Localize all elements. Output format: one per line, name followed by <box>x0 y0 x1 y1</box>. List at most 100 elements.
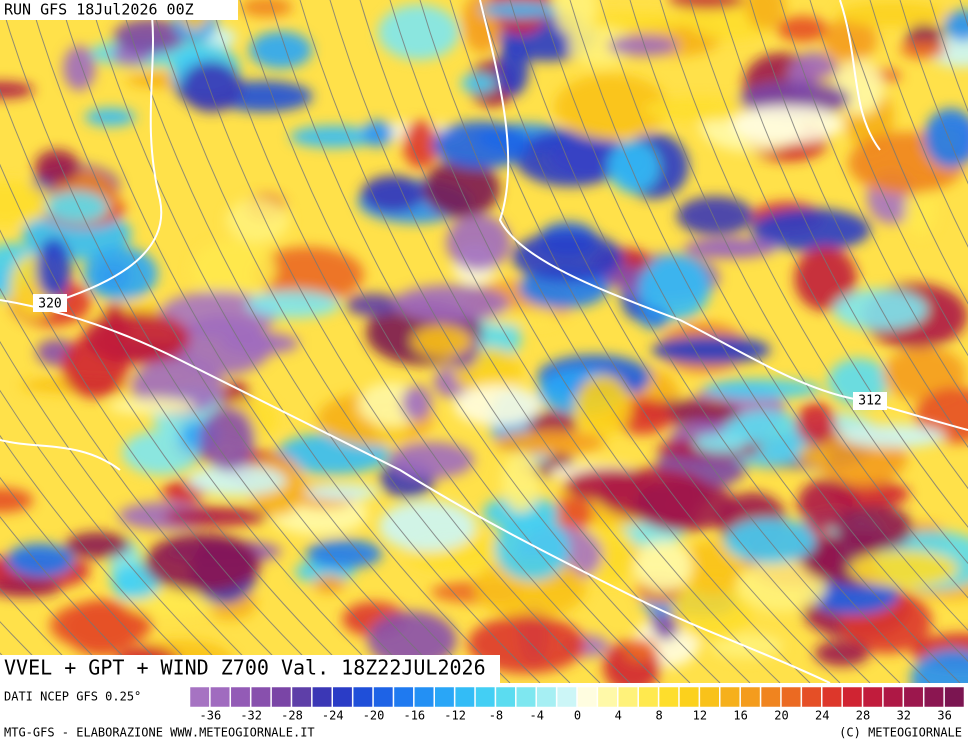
colorbar-tick-label: 0 <box>574 709 581 723</box>
label-box <box>853 392 887 410</box>
field-blob <box>643 97 754 122</box>
field-blob <box>494 429 605 456</box>
field-blob <box>848 550 958 588</box>
field-blob <box>289 125 378 148</box>
field-blob <box>676 196 754 236</box>
streamline <box>0 476 181 683</box>
colorbar-swatch <box>332 686 353 708</box>
streamline <box>509 0 931 683</box>
colorbar-tick-label: -24 <box>322 709 344 723</box>
field-blob <box>226 197 290 243</box>
field-blob <box>6 542 75 578</box>
field-blob <box>82 312 191 364</box>
streamline <box>689 0 968 528</box>
streamline <box>0 340 271 683</box>
field-blob <box>62 45 96 91</box>
field-blob <box>388 441 475 479</box>
field-blob <box>607 35 679 57</box>
field-blob <box>794 246 857 311</box>
field-blob <box>883 346 966 402</box>
colorbar-swatch <box>618 686 638 708</box>
run-label: RUN GFS 18Jul2026 00Z <box>4 1 194 19</box>
field-blob <box>63 599 139 657</box>
field-blob <box>460 73 497 94</box>
field-blob <box>683 237 777 259</box>
field-blob <box>501 451 541 513</box>
streamline <box>179 0 601 683</box>
field-blob <box>638 254 711 321</box>
field-blob <box>446 214 511 271</box>
colorbar-swatch <box>760 686 781 708</box>
colorbar-swatch <box>230 686 251 708</box>
field-blob <box>113 18 187 54</box>
colorbar-tick-label: -4 <box>529 709 543 723</box>
field-blob <box>723 518 817 564</box>
streamline <box>119 0 541 683</box>
field-blob <box>751 208 871 252</box>
streamline <box>419 0 841 683</box>
field-blob <box>693 433 748 454</box>
streamline <box>719 0 968 490</box>
streamline <box>449 0 871 683</box>
colorbar-tick-label: -12 <box>444 709 466 723</box>
map-title: VVEL + GPT + WIND Z700 Val. 18Z22JUL2026 <box>4 656 486 680</box>
field-blob <box>432 120 530 170</box>
colorbar-swatch <box>189 686 210 708</box>
field-blob <box>362 120 394 148</box>
contour-label-1: 320 <box>33 294 67 312</box>
colorbar-swatch <box>250 686 271 708</box>
field-blob <box>551 496 594 530</box>
field-blob <box>191 240 277 299</box>
streamline <box>0 0 421 683</box>
field-blob <box>943 9 968 42</box>
colorbar-swatch <box>556 686 577 708</box>
field-blob <box>924 108 968 169</box>
field-blob <box>837 1 949 28</box>
colorbar-swatch <box>434 686 455 708</box>
footer-left: MTG-GFS - ELABORAZIONE WWW.METEOGIORNALE… <box>4 726 315 740</box>
field-blob <box>187 464 287 496</box>
contour <box>59 0 163 301</box>
streamline <box>0 88 391 683</box>
field-blob <box>814 640 870 667</box>
colorbar-swatch <box>862 686 883 708</box>
field-blob <box>795 402 836 444</box>
field-blob <box>0 81 35 99</box>
field-blob <box>84 107 137 127</box>
contour-label: 312 <box>858 394 881 409</box>
field-blob <box>378 4 460 60</box>
field-blob <box>367 611 457 669</box>
colorbar-swatch <box>801 686 822 708</box>
field-blob <box>361 175 425 213</box>
colorbar-swatch <box>210 686 231 708</box>
colorbar-swatch <box>821 686 842 708</box>
colorbar-tick-label: 12 <box>693 709 707 723</box>
contour-label: 320 <box>38 297 61 312</box>
field-blob <box>574 375 632 437</box>
field-blob <box>514 129 626 187</box>
field-blob <box>0 180 55 225</box>
field-blob <box>651 335 771 365</box>
streamline <box>869 0 968 248</box>
streamline <box>299 0 721 683</box>
streamline <box>629 0 968 599</box>
colorbar-tick-label: 20 <box>774 709 788 723</box>
streamline <box>0 516 151 683</box>
field-blob <box>401 385 432 421</box>
field-blob <box>313 575 345 594</box>
wind-streamlines <box>0 0 968 683</box>
field-blob <box>900 40 947 59</box>
field-blob <box>240 0 293 18</box>
field-blob <box>453 384 542 426</box>
colorbar-tick-label: -28 <box>281 709 303 723</box>
colorbar-swatch <box>883 686 904 708</box>
field-blob <box>479 1 560 18</box>
field-blob <box>108 397 196 415</box>
field-blob <box>836 504 913 551</box>
colorbar-tick-label: -32 <box>240 709 262 723</box>
colorbar-swatch <box>740 686 761 708</box>
field-blob <box>181 61 243 113</box>
field-blob <box>122 430 200 475</box>
field-blob <box>564 468 655 502</box>
